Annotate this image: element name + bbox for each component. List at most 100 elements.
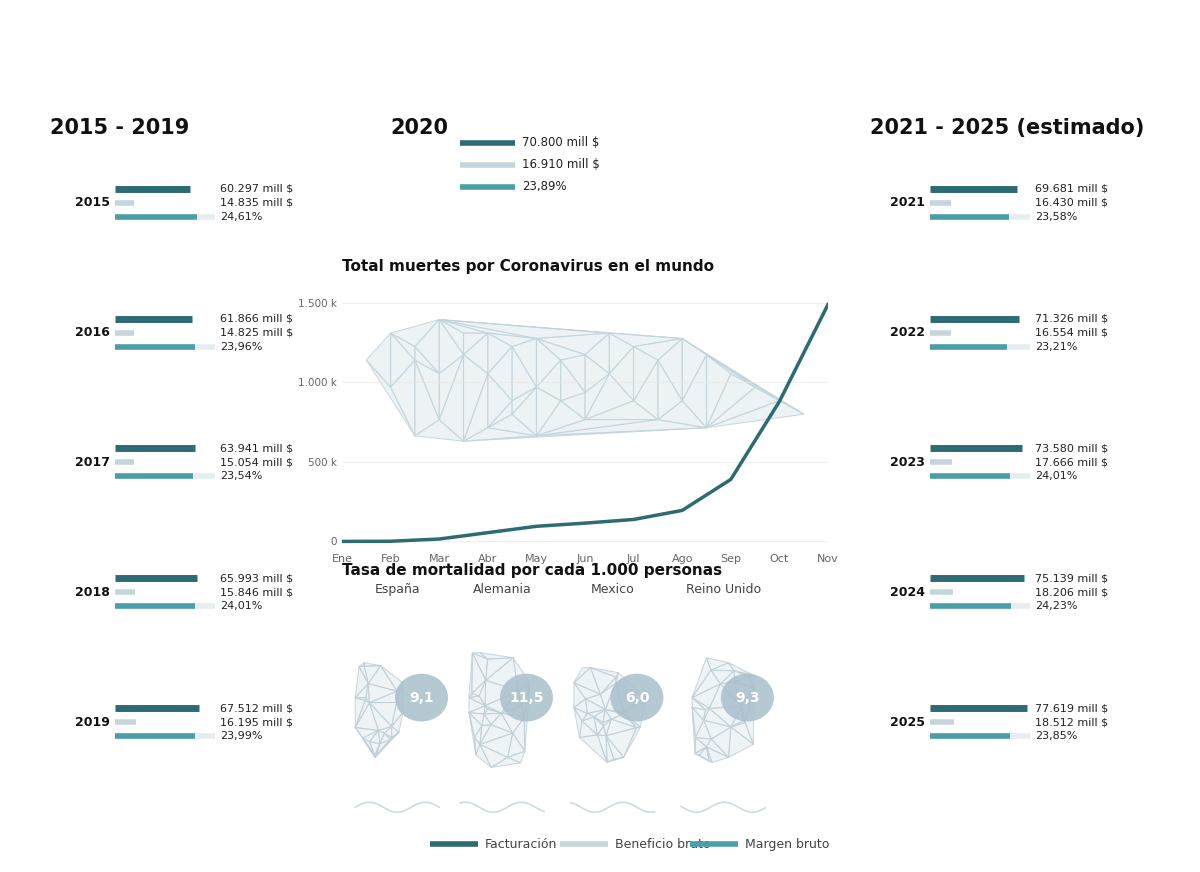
- Text: 2020: 2020: [390, 118, 448, 138]
- Text: 16.430 mill $: 16.430 mill $: [1034, 198, 1108, 208]
- Polygon shape: [692, 707, 706, 720]
- Polygon shape: [707, 387, 780, 428]
- Polygon shape: [707, 355, 731, 428]
- Polygon shape: [439, 320, 536, 338]
- Polygon shape: [491, 713, 512, 733]
- Polygon shape: [355, 727, 378, 738]
- Polygon shape: [439, 320, 487, 333]
- Polygon shape: [415, 360, 439, 419]
- Polygon shape: [480, 725, 491, 745]
- Polygon shape: [512, 338, 536, 387]
- Polygon shape: [728, 727, 754, 758]
- Polygon shape: [502, 691, 522, 713]
- Polygon shape: [397, 683, 403, 703]
- Polygon shape: [594, 717, 604, 735]
- Polygon shape: [692, 707, 696, 753]
- Polygon shape: [512, 718, 524, 751]
- Polygon shape: [695, 753, 709, 761]
- Polygon shape: [658, 360, 682, 419]
- Polygon shape: [439, 320, 463, 355]
- Polygon shape: [472, 680, 486, 696]
- Polygon shape: [469, 705, 485, 714]
- Polygon shape: [710, 670, 734, 684]
- Polygon shape: [658, 338, 682, 401]
- Polygon shape: [473, 653, 487, 659]
- Polygon shape: [474, 738, 480, 755]
- Polygon shape: [590, 668, 618, 678]
- Polygon shape: [415, 419, 463, 441]
- Text: 2015 - 2019: 2015 - 2019: [50, 118, 190, 138]
- Text: 23,58%: 23,58%: [1034, 212, 1078, 221]
- Polygon shape: [536, 387, 560, 436]
- Polygon shape: [476, 745, 491, 767]
- Text: 2019: 2019: [76, 716, 110, 729]
- Text: 9,1: 9,1: [409, 691, 434, 705]
- Polygon shape: [607, 758, 624, 762]
- Polygon shape: [582, 713, 594, 721]
- Polygon shape: [703, 708, 709, 720]
- Polygon shape: [391, 726, 398, 738]
- Polygon shape: [734, 671, 754, 676]
- Text: 23,54%: 23,54%: [220, 472, 263, 481]
- Polygon shape: [703, 708, 731, 727]
- Polygon shape: [584, 373, 610, 419]
- Text: 17.666 mill $: 17.666 mill $: [1034, 458, 1108, 467]
- Text: 2017: 2017: [74, 456, 110, 469]
- Polygon shape: [391, 703, 403, 726]
- Polygon shape: [482, 714, 491, 726]
- Polygon shape: [479, 680, 486, 705]
- Polygon shape: [709, 706, 742, 727]
- Polygon shape: [610, 346, 634, 401]
- Text: 23,89%: 23,89%: [522, 181, 566, 194]
- Text: 24,23%: 24,23%: [1034, 602, 1078, 611]
- Polygon shape: [692, 657, 710, 698]
- Polygon shape: [634, 346, 658, 401]
- Polygon shape: [512, 346, 536, 401]
- Polygon shape: [707, 355, 755, 387]
- Polygon shape: [370, 703, 391, 731]
- Polygon shape: [692, 670, 720, 698]
- Polygon shape: [362, 738, 374, 755]
- Text: Tasa de mortalidad por cada 1.000 personas: Tasa de mortalidad por cada 1.000 person…: [390, 517, 770, 533]
- Polygon shape: [742, 688, 754, 723]
- Polygon shape: [463, 428, 536, 441]
- Text: 69.681 mill $: 69.681 mill $: [1034, 184, 1108, 194]
- Text: 71.326 mill $: 71.326 mill $: [1034, 314, 1108, 324]
- Polygon shape: [692, 707, 703, 738]
- Text: 23,96%: 23,96%: [220, 342, 263, 351]
- Polygon shape: [634, 360, 658, 419]
- Text: 2022: 2022: [890, 326, 925, 339]
- Polygon shape: [536, 401, 584, 436]
- Text: 18.512 mill $: 18.512 mill $: [1034, 717, 1108, 727]
- Polygon shape: [574, 707, 582, 738]
- Polygon shape: [502, 705, 524, 718]
- Polygon shape: [480, 733, 512, 758]
- Text: 16.195 mill $: 16.195 mill $: [220, 717, 293, 727]
- Polygon shape: [584, 355, 610, 392]
- Polygon shape: [560, 392, 584, 419]
- Text: 16.910 mill $: 16.910 mill $: [522, 158, 600, 171]
- Polygon shape: [355, 698, 366, 700]
- Text: 14.835 mill $: 14.835 mill $: [220, 198, 293, 208]
- Polygon shape: [374, 744, 380, 755]
- Polygon shape: [700, 747, 709, 761]
- Polygon shape: [707, 739, 728, 758]
- Polygon shape: [692, 698, 706, 710]
- Polygon shape: [469, 698, 485, 712]
- Polygon shape: [611, 713, 636, 728]
- Text: Margen bruto: Margen bruto: [745, 837, 829, 850]
- Ellipse shape: [721, 674, 774, 721]
- Polygon shape: [415, 360, 439, 436]
- Text: 18.206 mill $: 18.206 mill $: [1034, 588, 1108, 597]
- Polygon shape: [634, 338, 682, 360]
- Polygon shape: [574, 707, 587, 721]
- Polygon shape: [376, 732, 398, 758]
- Polygon shape: [390, 320, 439, 346]
- Polygon shape: [486, 657, 514, 680]
- Polygon shape: [469, 696, 485, 705]
- Polygon shape: [598, 735, 607, 762]
- Text: 73.580 mill $: 73.580 mill $: [1034, 444, 1108, 453]
- Polygon shape: [707, 355, 780, 401]
- Polygon shape: [378, 731, 384, 744]
- Polygon shape: [362, 738, 376, 758]
